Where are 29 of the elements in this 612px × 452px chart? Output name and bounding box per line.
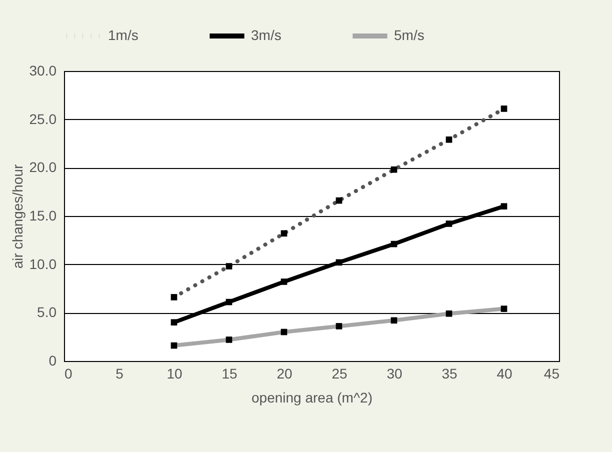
y-tick-label: 30.0 (29, 62, 57, 78)
x-tick-label: 30 (386, 366, 402, 382)
point (280, 278, 288, 285)
y-tick-label: 25.0 (29, 110, 57, 127)
y-tick-label: 5.0 (37, 304, 57, 320)
point (336, 259, 342, 266)
x-tick-label: 45 (544, 366, 560, 382)
x-axis-title: opening area (m^2) (252, 390, 372, 406)
point (170, 319, 178, 326)
x-tick-label: 0 (64, 366, 72, 382)
y-axis-title: air changes/hour (9, 164, 26, 269)
point (390, 240, 398, 248)
x-tick-label: 35 (442, 366, 458, 382)
x-tick-label: 5 (116, 366, 124, 382)
y-tick-label: 10.0 (29, 256, 57, 272)
point (446, 220, 452, 227)
y-tick-label: 0 (48, 352, 57, 368)
point (500, 203, 508, 210)
x-tick-label: 10 (166, 366, 182, 382)
legend-label: 1m/s (108, 27, 138, 43)
x-tick-label: 40 (496, 366, 512, 382)
legend-label: 3m/s (251, 27, 282, 43)
y-tick-label: 15.0 (29, 208, 57, 224)
x-tick-label: 20 (276, 366, 292, 382)
legend-label: 5m/s (394, 27, 424, 43)
x-tick-label: 25 (332, 366, 348, 382)
point (226, 298, 232, 306)
x-tick-label: 15 (222, 366, 238, 382)
y-tick-label: 20.0 (29, 159, 57, 176)
